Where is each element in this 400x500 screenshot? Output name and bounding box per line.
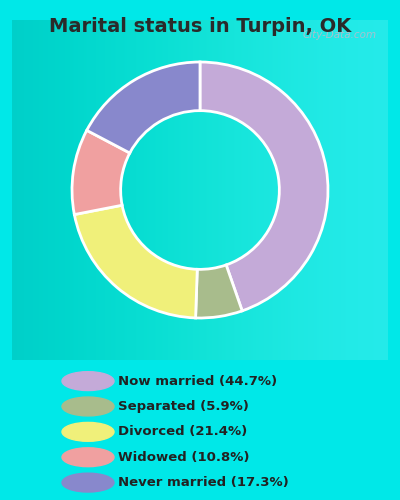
Text: Never married (17.3%): Never married (17.3%): [118, 476, 289, 489]
Text: Separated (5.9%): Separated (5.9%): [118, 400, 249, 413]
Circle shape: [62, 473, 114, 492]
Text: Divorced (21.4%): Divorced (21.4%): [118, 426, 247, 438]
Wedge shape: [200, 62, 328, 311]
Wedge shape: [72, 130, 130, 214]
Circle shape: [62, 422, 114, 442]
Wedge shape: [74, 205, 197, 318]
Text: Marital status in Turpin, OK: Marital status in Turpin, OK: [49, 18, 351, 36]
Text: Widowed (10.8%): Widowed (10.8%): [118, 450, 250, 464]
Circle shape: [62, 448, 114, 466]
Wedge shape: [196, 265, 242, 318]
Text: Now married (44.7%): Now married (44.7%): [118, 374, 277, 388]
Circle shape: [62, 372, 114, 390]
Circle shape: [62, 397, 114, 416]
Wedge shape: [87, 62, 200, 153]
Text: City-Data.com: City-Data.com: [302, 30, 377, 40]
